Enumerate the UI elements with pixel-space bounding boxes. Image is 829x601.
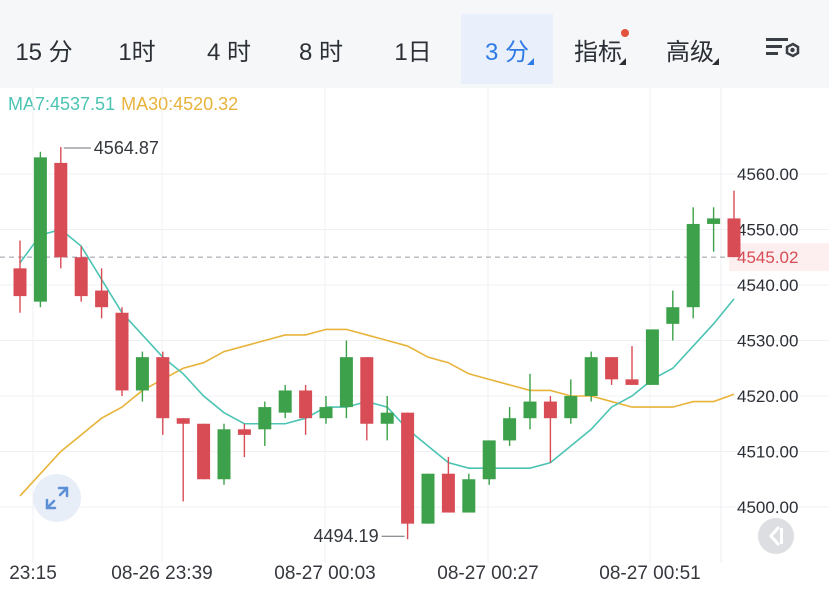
tab-label: 高级	[666, 38, 714, 66]
candle-body	[156, 357, 170, 419]
candle-body	[441, 473, 455, 513]
tab-advanced[interactable]: 高级	[650, 14, 730, 84]
ma30-line	[19, 328, 735, 497]
candle-body	[360, 357, 374, 424]
ma7-value: MA7:4537.51	[8, 94, 116, 114]
candle-body	[727, 218, 741, 258]
x-tick-label: 08-27 00:27	[437, 563, 539, 584]
x-tick-label: 23:15	[9, 563, 57, 584]
candle-body	[707, 218, 721, 224]
candle-body	[380, 412, 394, 424]
candle-body	[401, 412, 415, 524]
candle-body	[666, 307, 680, 324]
candle-body	[686, 223, 700, 308]
chart-settings-icon[interactable]	[760, 30, 800, 70]
candle-body	[625, 379, 639, 385]
tab-label: 4 时	[206, 38, 251, 66]
candle-body	[54, 162, 68, 258]
tab-8h[interactable]: 8 时	[280, 14, 362, 84]
candle-body	[564, 396, 578, 419]
candle-body	[421, 473, 435, 524]
last-price-tag	[729, 243, 829, 272]
candle-body	[115, 312, 129, 391]
candle-body	[74, 257, 88, 297]
x-tick-label: 08-26 23:39	[111, 563, 213, 584]
candle-body	[339, 357, 353, 408]
candle-body	[482, 440, 496, 480]
tab-1h[interactable]: 1时	[96, 14, 178, 84]
candle-body	[523, 401, 537, 419]
ma7-line	[19, 228, 735, 469]
tab-15m[interactable]: 15 分	[4, 14, 84, 84]
high-price-label: 4564.87	[94, 138, 159, 158]
y-tick-label: 4540.00	[737, 276, 798, 295]
caret-down-icon	[527, 58, 534, 65]
scroll-to-latest-icon[interactable]	[758, 518, 794, 554]
ma30-value: MA30:4520.32	[121, 94, 239, 114]
candle-body	[319, 407, 333, 419]
x-tick-label: 08-27 00:03	[274, 563, 376, 584]
candle-body	[95, 290, 109, 308]
candle-body	[299, 390, 313, 419]
candle-body	[278, 390, 292, 413]
x-axis: 23:15 08-26 23:39 08-27 00:03 08-27 00:2…	[0, 563, 829, 593]
candle-body	[13, 268, 27, 297]
ma-legend: MA7:4537.51 MA30:4520.32	[8, 94, 244, 115]
y-tick-label: 4520.00	[737, 387, 798, 406]
candle-body	[605, 357, 619, 380]
tab-label: 15 分	[15, 38, 73, 66]
y-tick-label: 4550.00	[737, 221, 798, 240]
tab-4h[interactable]: 4 时	[188, 14, 270, 84]
notification-dot-icon	[621, 29, 629, 37]
last-price-label: 4545.02	[737, 248, 798, 267]
tab-3m[interactable]: 3 分	[461, 14, 553, 84]
caret-down-icon	[712, 58, 719, 65]
tab-label: 8 时	[298, 38, 343, 66]
y-tick-label: 4510.00	[737, 443, 798, 462]
candle-body	[33, 157, 47, 302]
candle-body	[503, 418, 517, 441]
candle-body	[645, 329, 659, 385]
candle-body	[237, 429, 251, 435]
candle-body	[197, 423, 211, 480]
candle-body	[217, 429, 231, 480]
timeframe-toolbar: 15 分 1时 4 时 8 时 1日 3 分 指标 高级	[0, 0, 829, 88]
y-tick-label: 4500.00	[737, 498, 798, 517]
tab-label: 指标	[574, 38, 622, 66]
candle-body	[258, 407, 272, 430]
tab-label: 1日	[394, 38, 432, 66]
candle-body	[176, 418, 190, 424]
candlestick-chart[interactable]: 4500.00 4510.00 4520.00 4530.00 4540.00 4550.…	[0, 88, 829, 563]
tab-indicators[interactable]: 指标	[560, 14, 636, 84]
candle-body	[135, 357, 149, 391]
candle-body	[584, 357, 598, 396]
tab-label: 1时	[118, 38, 156, 66]
candle-body	[543, 401, 557, 419]
tab-1d[interactable]: 1日	[372, 14, 454, 84]
x-tick-label: 08-27 00:51	[599, 563, 701, 584]
y-tick-label: 4560.00	[737, 165, 798, 184]
y-tick-label: 4530.00	[737, 332, 798, 351]
low-price-label: 4494.19	[314, 526, 379, 546]
candle-body	[462, 479, 476, 513]
tab-label: 3 分	[484, 38, 529, 66]
fullscreen-icon[interactable]	[33, 474, 81, 522]
caret-down-icon	[619, 58, 626, 65]
